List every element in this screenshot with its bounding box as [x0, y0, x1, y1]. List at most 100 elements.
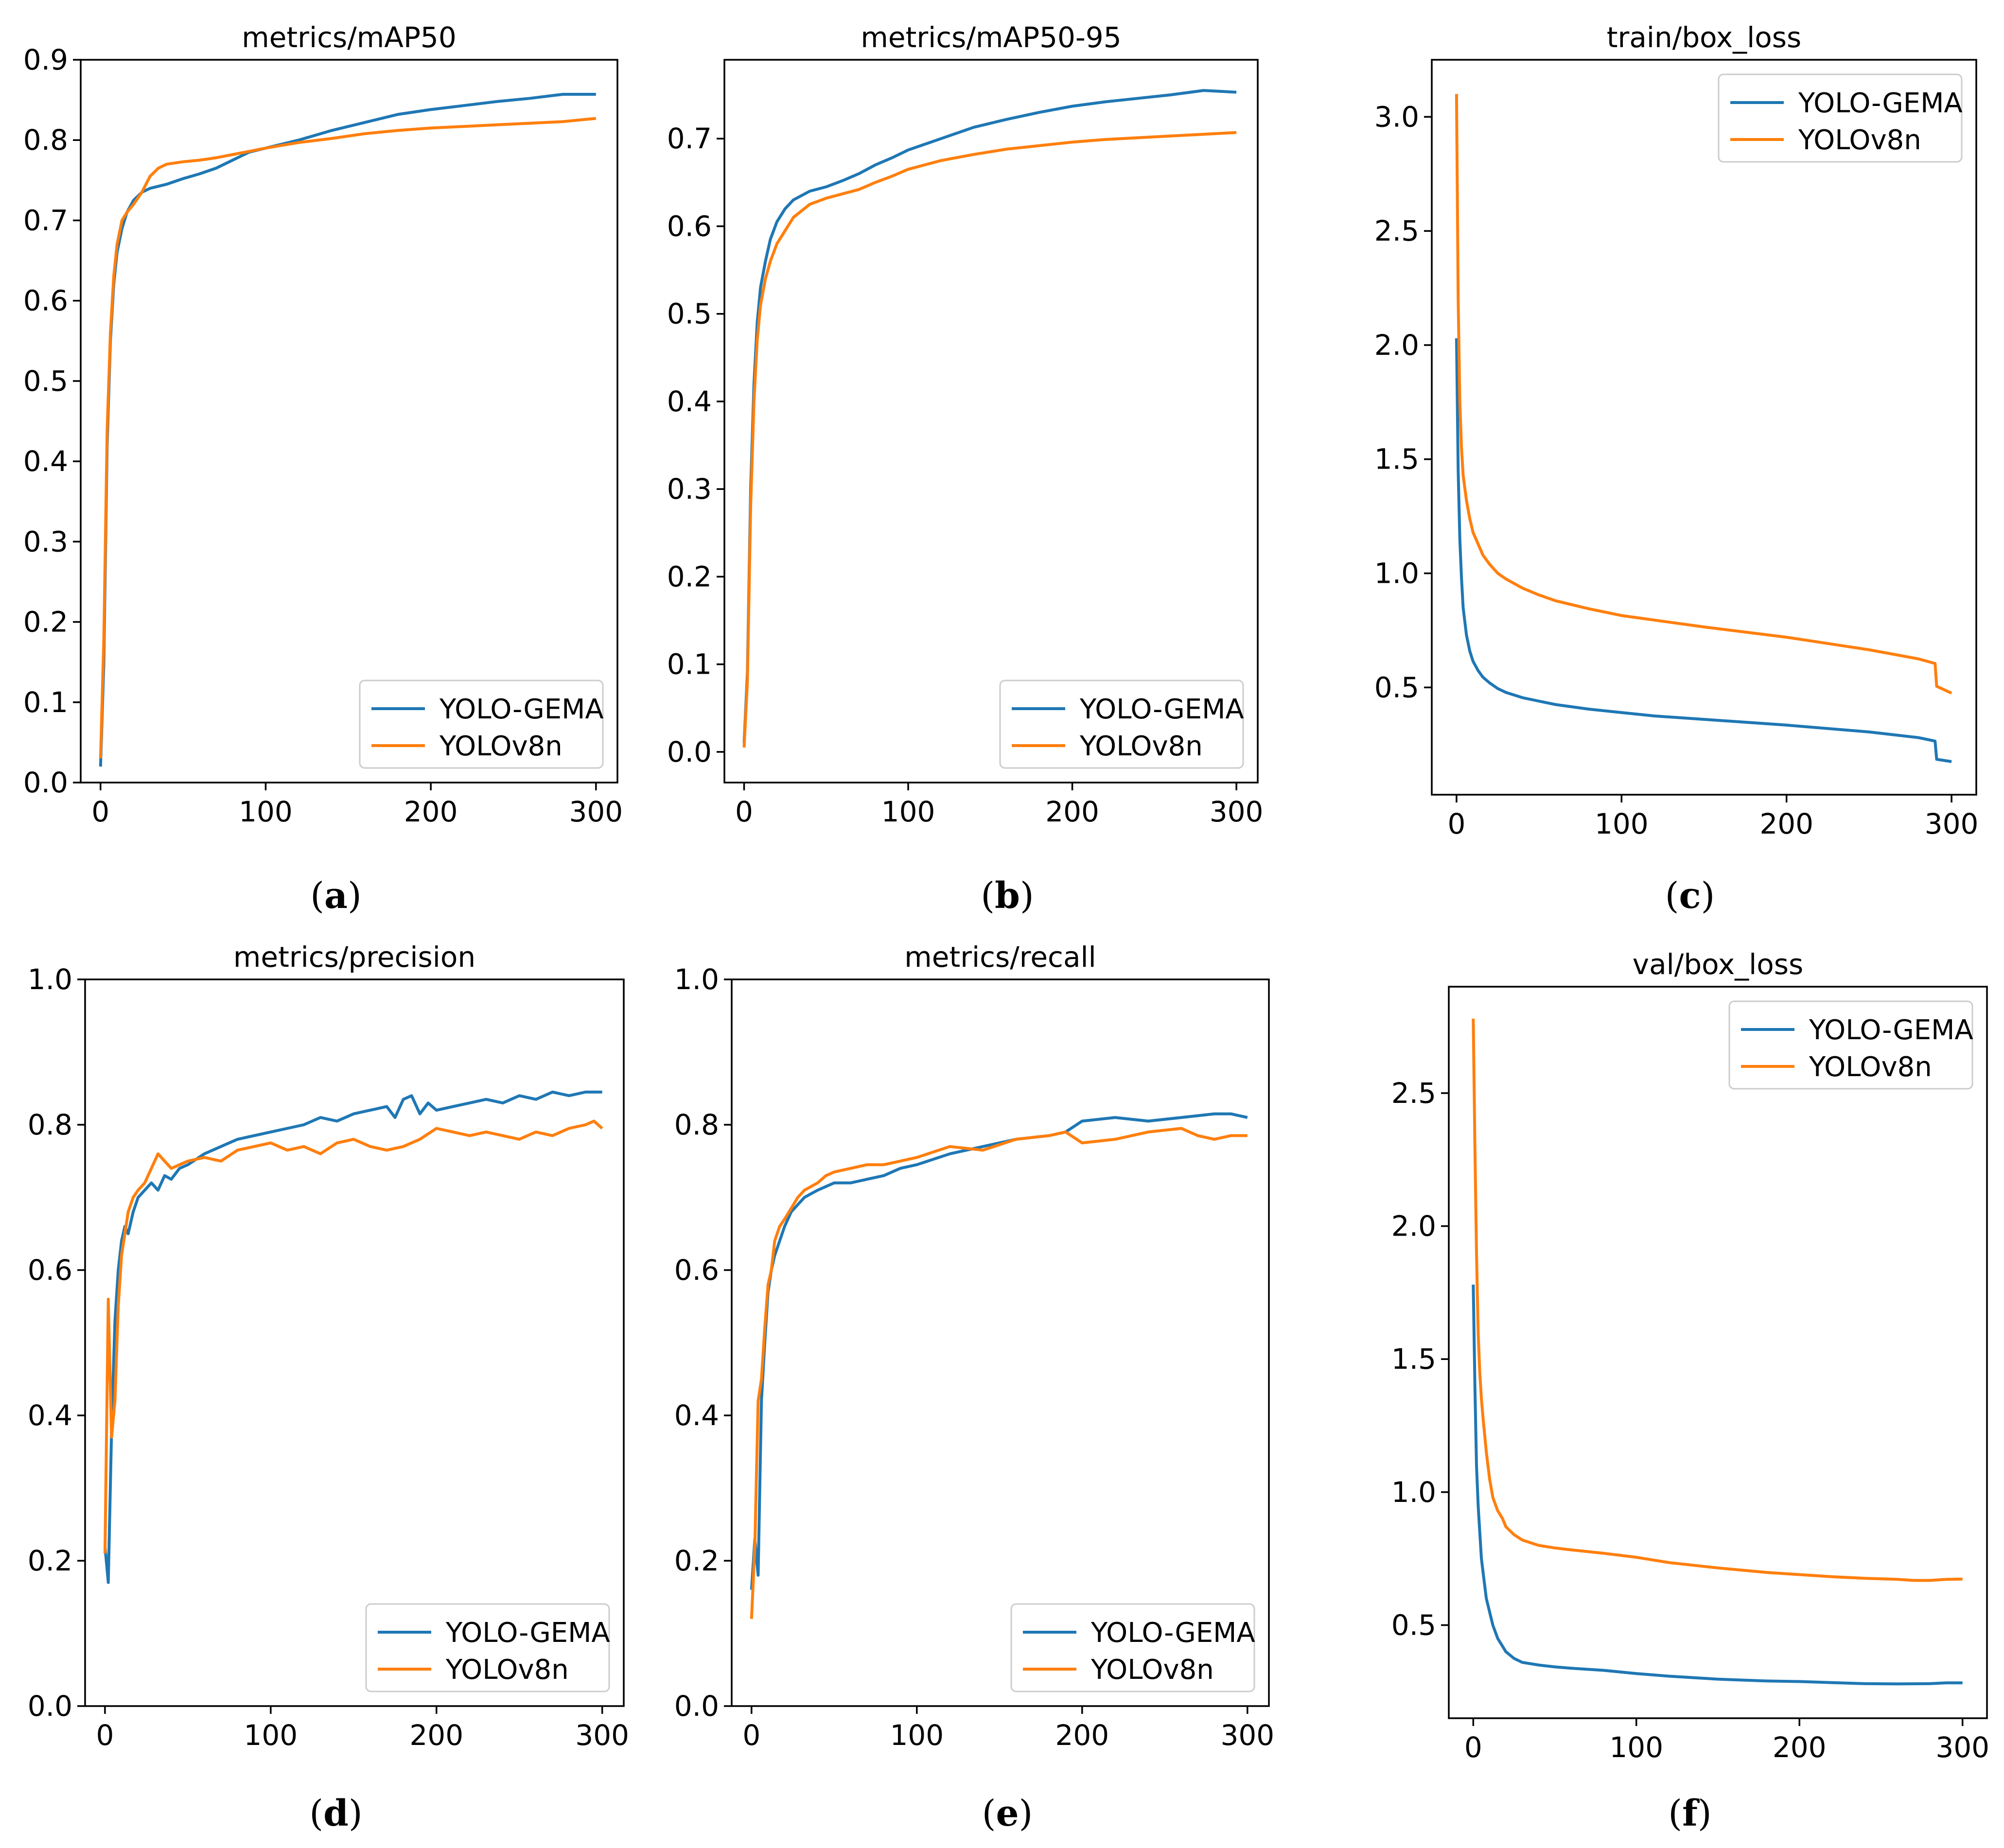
y-tick-label: 0.8 — [28, 1108, 72, 1141]
x-tick-label: 100 — [1595, 807, 1649, 840]
legend-label-yolo-gema: YOLO-GEMA — [445, 1617, 610, 1649]
y-tick-label: 0.2 — [23, 606, 68, 639]
legend-label-yolov8n: YOLOv8n — [1798, 124, 1921, 156]
series-line-yolo-gema — [750, 1112, 1248, 1590]
axes-frame — [1448, 986, 1988, 1719]
y-tick-label: 0.4 — [674, 1399, 719, 1432]
y-tick-label: 0.9 — [23, 43, 68, 76]
y-tick-label: 0.6 — [674, 1254, 719, 1287]
y-tick-label: 1.0 — [1391, 1476, 1436, 1509]
y-tick-label: 0.0 — [667, 735, 712, 768]
x-tick-label: 200 — [1055, 1719, 1109, 1752]
y-tick-label: 2.0 — [1374, 329, 1419, 362]
chart-title: train/box_loss — [1607, 21, 1801, 54]
y-tick-label: 0.1 — [667, 648, 712, 681]
y-tick-label: 0.2 — [28, 1544, 72, 1577]
y-tick-label: 0.4 — [667, 385, 712, 418]
axes-frame — [723, 59, 1259, 784]
chart-panel-f: val/box_loss 0 100 200 300 0.5 1.0 1.5 2.0 2.5 YOL… — [1391, 948, 1989, 1764]
chart-title: metrics/precision — [233, 941, 475, 974]
x-tick-label: 300 — [1925, 807, 1979, 840]
series-line-yolov8n — [1455, 94, 1952, 695]
y-tick-label: 0.0 — [674, 1690, 719, 1723]
legend: YOLO-GEMA YOLOv8n — [1728, 1000, 1973, 1090]
y-tick-label: 0.7 — [667, 122, 712, 155]
y-tick-label: 3.0 — [1374, 100, 1419, 133]
legend-label-yolo-gema: YOLO-GEMA — [1079, 694, 1244, 725]
series-line-yolo-gema — [103, 1090, 602, 1584]
y-tick-label: 0.7 — [23, 204, 68, 237]
y-tick-label: 1.0 — [28, 963, 72, 996]
x-tick-label: 200 — [404, 795, 458, 828]
chart-panel-b: metrics/mAP50-95 0 100 200 300 0.0 0.1 0.2 0.3 0.… — [667, 21, 1264, 828]
caption-e: (e) — [982, 1793, 1033, 1834]
x-tick-label: 200 — [409, 1719, 463, 1752]
y-tick-label: 0.2 — [674, 1544, 719, 1577]
chart-title: val/box_loss — [1633, 948, 1803, 981]
x-tick-label: 0 — [96, 1719, 114, 1752]
axes-frame — [731, 978, 1270, 1707]
y-tick-label: 0.5 — [667, 297, 712, 331]
series-line-yolov8n — [742, 131, 1237, 748]
x-tick-label: 200 — [1773, 1731, 1827, 1764]
x-tick-label: 0 — [742, 1719, 760, 1752]
x-tick-label: 300 — [575, 1719, 629, 1752]
chart-panel-d: metrics/precision 0 100 200 300 0.0 0.2 0.4 0.6 0… — [28, 941, 629, 1752]
y-tick-label: 0.0 — [23, 766, 68, 799]
axes-frame — [84, 978, 625, 1707]
y-tick-label: 0.5 — [1391, 1608, 1436, 1641]
axes-frame — [80, 59, 618, 784]
x-tick-label: 0 — [735, 795, 753, 828]
x-tick-label: 100 — [881, 795, 935, 828]
x-tick-label: 100 — [890, 1719, 944, 1752]
legend-label-yolov8n: YOLOv8n — [1079, 731, 1203, 762]
y-tick-label: 0.4 — [28, 1399, 72, 1432]
series-line-yolo-gema — [742, 89, 1237, 744]
y-tick-label: 0.6 — [23, 284, 68, 317]
y-tick-label: 0.3 — [23, 525, 68, 558]
chart-title: metrics/recall — [904, 941, 1096, 974]
chart-title: metrics/mAP50 — [242, 21, 457, 54]
series-line-yolo-gema — [1455, 338, 1952, 763]
series-line-yolov8n — [1472, 1018, 1963, 1582]
legend-label-yolo-gema: YOLO-GEMA — [439, 694, 604, 725]
legend: YOLO-GEMA YOLOv8n — [365, 1603, 610, 1692]
legend: YOLO-GEMA YOLOv8n — [359, 680, 604, 769]
y-tick-label: 0.8 — [674, 1108, 719, 1141]
series-line-yolov8n — [99, 117, 597, 759]
legend-label-yolo-gema: YOLO-GEMA — [1090, 1617, 1255, 1649]
x-tick-label: 100 — [239, 795, 293, 828]
chart-panel-e: metrics/recall 0 100 200 300 0.0 0.2 0.4 0.6 0.8 1… — [674, 941, 1274, 1752]
legend: YOLO-GEMA YOLOv8n — [1718, 73, 1963, 163]
y-tick-label: 2.0 — [1391, 1210, 1436, 1243]
legend-label-yolov8n: YOLOv8n — [445, 1654, 569, 1686]
y-tick-label: 1.5 — [1374, 443, 1419, 476]
y-tick-label: 2.5 — [1391, 1077, 1436, 1110]
legend-label-yolov8n: YOLOv8n — [439, 731, 563, 762]
x-tick-label: 200 — [1045, 795, 1099, 828]
y-tick-label: 0.6 — [28, 1254, 72, 1287]
x-tick-label: 300 — [569, 795, 623, 828]
series-line-yolov8n — [103, 1119, 603, 1554]
series-line-yolo-gema — [1472, 1284, 1963, 1686]
legend-label-yolo-gema: YOLO-GEMA — [1809, 1014, 1973, 1046]
caption-d: (d) — [309, 1793, 363, 1834]
caption-a: (a) — [310, 875, 362, 917]
legend-label-yolov8n: YOLOv8n — [1090, 1654, 1214, 1686]
x-tick-label: 200 — [1759, 807, 1813, 840]
series-line-yolo-gema — [99, 93, 596, 767]
x-tick-label: 100 — [1609, 1731, 1663, 1764]
y-tick-label: 0.0 — [28, 1690, 72, 1723]
caption-f: (f) — [1668, 1793, 1712, 1834]
axes-frame — [1431, 59, 1977, 796]
caption-b: (b) — [981, 875, 1034, 917]
y-tick-label: 1.0 — [674, 963, 719, 996]
chart-panel-a: metrics/mAP50 0 100 200 300 0.0 0.1 0.2 0.3 0.4 0.… — [23, 21, 623, 828]
y-tick-label: 0.4 — [23, 445, 68, 478]
x-tick-label: 0 — [91, 795, 109, 828]
x-tick-label: 300 — [1935, 1731, 1989, 1764]
y-tick-label: 0.8 — [23, 123, 68, 157]
legend: YOLO-GEMA YOLOv8n — [1010, 1603, 1255, 1692]
y-tick-label: 0.6 — [667, 209, 712, 243]
